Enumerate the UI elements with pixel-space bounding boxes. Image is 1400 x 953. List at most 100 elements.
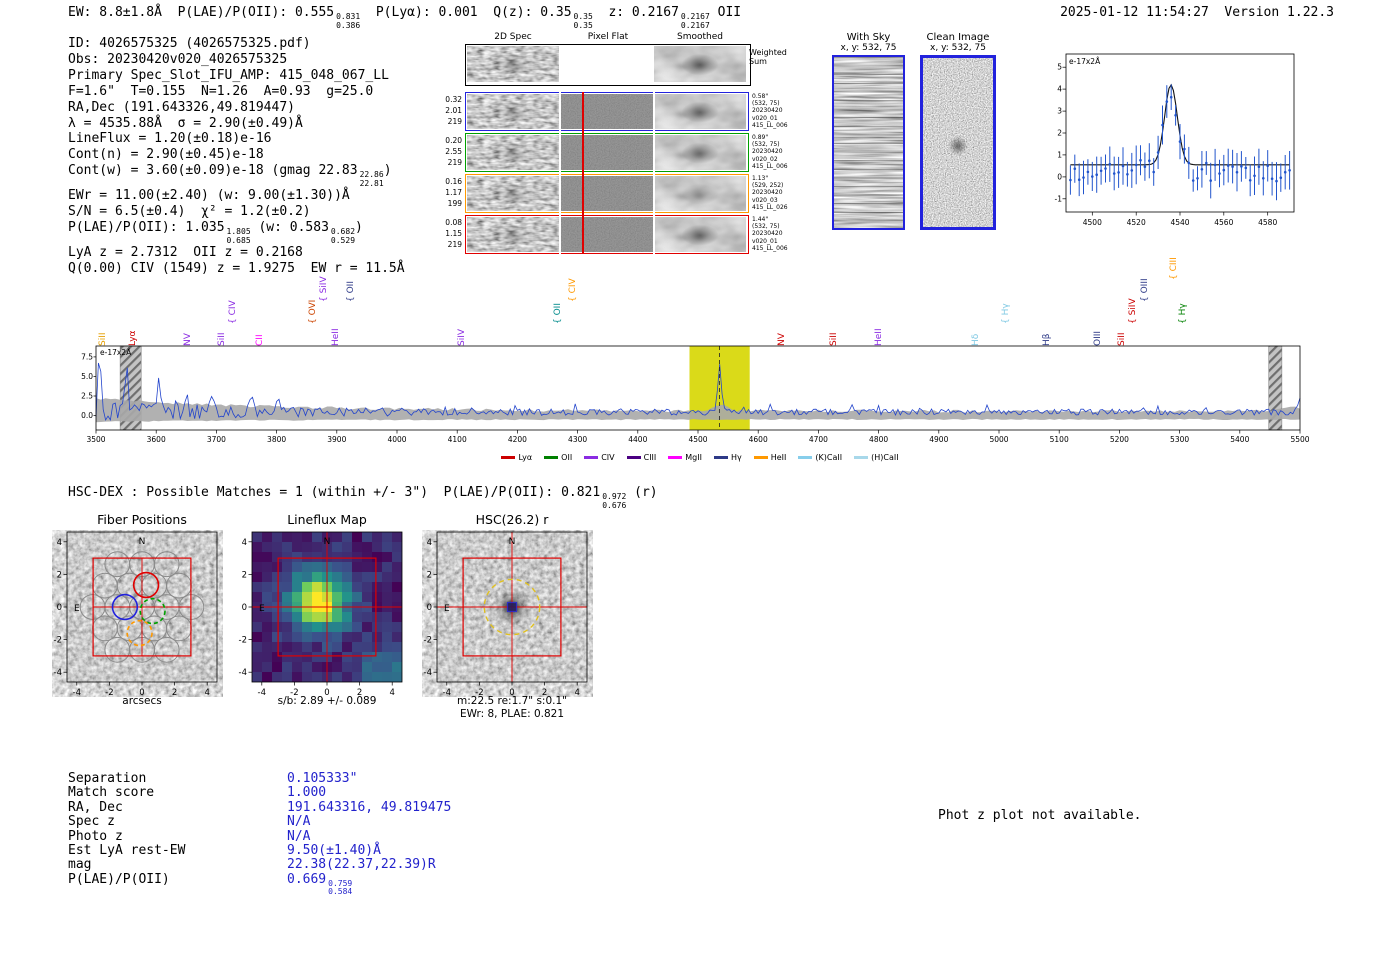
row-smoothed-strip [654, 94, 746, 129]
fraction-bottom: 0.386 [336, 20, 361, 30]
with-sky-title: With Sky [846, 32, 891, 43]
emission-line-label: { CIV [228, 300, 239, 324]
annotation-line: v020_02 [752, 155, 778, 163]
svg-text:-2: -2 [239, 636, 247, 646]
svg-text:2: 2 [57, 570, 62, 580]
weighted-sum-line1: Weighted [749, 48, 787, 57]
fraction: 0.2167 0.2167 [680, 12, 710, 30]
smoothed-blob [467, 176, 559, 211]
svg-text:2.5: 2.5 [81, 392, 93, 401]
info-line-12: P(LAE)/P(OII): 1.035 1.805 0.685 (w: 0.583… [68, 220, 405, 245]
fraction-top: 0.682 [330, 227, 356, 237]
text-segment: LineFlux = 1.20(±0.18)e-16 [68, 131, 272, 147]
svg-text:E: E [259, 604, 265, 614]
svg-text:-4: -4 [424, 668, 432, 678]
annotation-line: (532, 75) [752, 141, 780, 149]
fraction-bottom: 0.685 [226, 235, 251, 245]
info-line-10: EWr = 11.00(±2.40) (w: 9.00(±1.30))Å [68, 188, 405, 204]
legend-item: (H)CaII [854, 453, 899, 462]
text-segment: (r) [626, 485, 658, 500]
legend-label: Lyα [518, 453, 533, 462]
row-smoothed-strip [654, 217, 746, 252]
fraction: 0.972 0.676 [602, 492, 626, 510]
clean-image-panel: Clean Image x, y: 532, 75 [920, 32, 996, 230]
text-segment: RA,Dec (191.643326,49.819447) [68, 99, 295, 115]
row-weight-labels: 0.32 2.01 219 [424, 94, 462, 130]
text-segment: 1.000 [287, 785, 327, 801]
text-segment: N/A [287, 814, 311, 830]
info-line-11: S/N = 6.5(±0.4) χ² = 1.2(±0.2) [68, 204, 405, 220]
text-segment: Cont(n) = 2.90(±0.45)e-18 [68, 147, 264, 163]
full-spectrum-plot: e-17x2Å 0.0 2.5 5.0 7.5 3500 3600 3700 3800 3900 4… [70, 338, 1315, 464]
svg-text:0: 0 [427, 603, 432, 613]
fraction-top: 0.759 [328, 878, 353, 888]
legend-label: OII [561, 453, 573, 462]
svg-text:N: N [324, 537, 331, 547]
text-segment: S/N = 6.5(±0.4) χ² = 1.2(±0.2) [68, 204, 311, 220]
fraction-bottom: 0.35 [573, 20, 593, 30]
emission-line-label: { SiIV [318, 276, 329, 302]
emission-line-label: { OIII [1139, 278, 1150, 302]
weight-value: 1.17 [445, 188, 462, 197]
annotation-line: 415_LL_006 [752, 162, 788, 170]
weight-value: 0.32 [445, 95, 462, 104]
svg-text:5500: 5500 [1290, 435, 1309, 444]
text-segment: 0.105333" [287, 771, 358, 786]
fraction-bottom: 0.2167 [680, 20, 710, 30]
detection-info-block: ID: 4026575325 (4026575325.pdf) Obs: 2023… [68, 36, 405, 277]
text-segment: Cont(w) = 3.60(±0.09)e-18 (gmag 22.83 [68, 163, 358, 179]
match-value: 1.000 [287, 786, 326, 800]
match-row: Match score 1.000 [68, 785, 451, 800]
row-smoothed-strip [654, 135, 746, 170]
svg-text:4100: 4100 [448, 435, 467, 444]
smoothed-blob [467, 217, 559, 252]
svg-text:3900: 3900 [327, 435, 346, 444]
hsc-match-header: HSC-DEX : Possible Matches = 1 (within +… [68, 485, 658, 510]
text-segment: N/A [287, 828, 311, 844]
legend-label: CIV [601, 453, 615, 462]
hsc-caption2: EWr: 8, PLAE: 0.821 [459, 708, 565, 720]
svg-text:-2: -2 [424, 636, 432, 646]
match-label: Spec z [68, 814, 115, 830]
row-2dspec-strip [467, 94, 559, 129]
spec2d-row [465, 92, 749, 131]
text-segment: 9.50(±1.40)Å [287, 843, 381, 859]
lineflux-map-title: Lineflux Map [287, 512, 367, 527]
legend-swatch [668, 456, 683, 459]
with-sky-coords: x, y: 532, 75 [840, 43, 897, 53]
weighted-sum-label: Weighted Sum [749, 48, 787, 66]
text-segment: EWr = 11.00(±2.40) (w: 9.00(±1.30))Å [68, 188, 350, 204]
svg-text:2: 2 [357, 688, 362, 698]
svg-text:-2: -2 [54, 636, 62, 646]
weight-value: 219 [447, 117, 462, 126]
svg-text:0: 0 [509, 688, 514, 698]
legend-swatch [626, 456, 641, 459]
smoothed-blob [654, 217, 746, 252]
legend-item: Hγ [713, 453, 742, 462]
with-sky-image [832, 55, 905, 230]
row-smoothed-strip [654, 176, 746, 211]
svg-text:4: 4 [1057, 85, 1062, 94]
legend-label: Hγ [730, 453, 742, 462]
row-pixelflat-strip [560, 135, 653, 170]
weight-value: 1.15 [445, 229, 462, 238]
svg-text:4: 4 [57, 538, 62, 548]
annotation-line: 20230420 [752, 148, 783, 156]
annotation-line: (529, 252) [752, 182, 784, 190]
svg-text:N: N [509, 537, 516, 547]
weighted-sum-line2: Sum [749, 57, 767, 66]
svg-text:0: 0 [1057, 172, 1062, 181]
svg-text:-4: -4 [239, 668, 247, 678]
text-segment: Primary Spec_Slot_IFU_AMP: 415_048_067_L… [68, 67, 389, 83]
annotation-line: 415_LL_026 [752, 203, 788, 211]
legend-item: CIII [626, 453, 656, 462]
svg-text:7.5: 7.5 [81, 352, 93, 361]
line-fit-svg: e-17x2Å 5 4 3 2 1 0 -1 4500 4520 4540 4560 4580 [1055, 53, 1295, 227]
hsc-caption: m:22.5 re:1.7" s:0.1" [457, 695, 567, 707]
svg-text:3600: 3600 [147, 435, 166, 444]
fraction: 0.682 0.529 [331, 228, 355, 245]
col-header-2dspec: 2D Spec [494, 32, 532, 42]
info-line-13: LyA z = 2.7312 OII z = 0.2168 [68, 245, 405, 261]
emission-line-label: { SiIV [1127, 298, 1138, 324]
